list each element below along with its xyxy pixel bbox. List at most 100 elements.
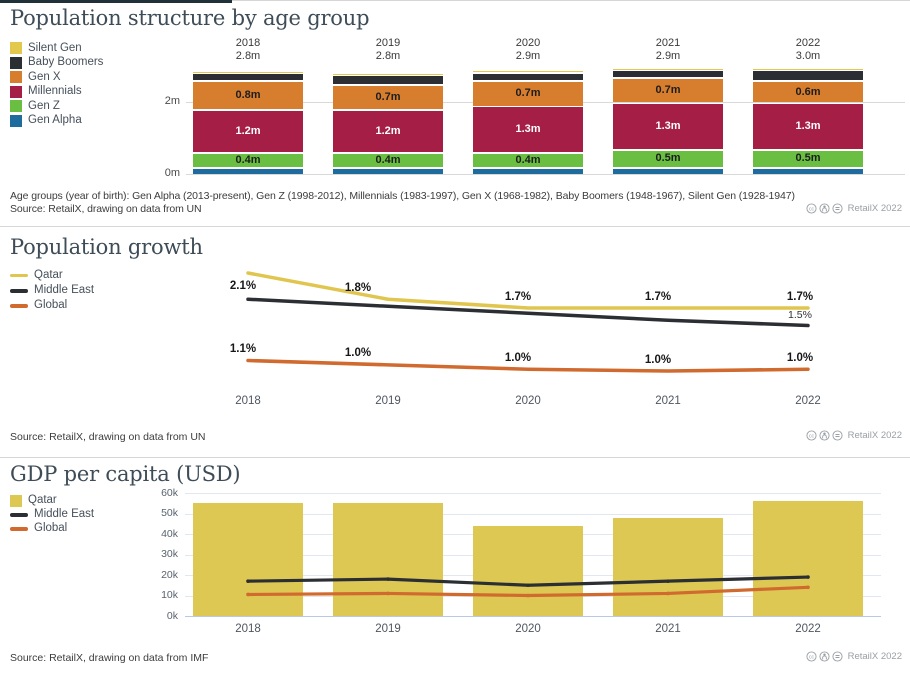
qatar-gdp-bar [613, 517, 723, 616]
legend-swatch [10, 527, 28, 531]
legend-item: Silent Gen [10, 41, 103, 56]
bar-segment-gen-alpha [193, 168, 303, 174]
legend-item-label: Millennials [28, 85, 82, 97]
bar-segment-baby-boomers [613, 71, 723, 77]
bar-segment-gen-alpha [333, 168, 443, 174]
bar-segment-silent-gen [473, 71, 583, 72]
segment-value-label: 0.7m [655, 83, 681, 96]
chart2-year-label: 2022 [795, 395, 821, 407]
bar-segment-baby-boomers [473, 73, 583, 81]
segment-value-label: 0.5m [795, 152, 821, 165]
bar-segment-gen-z: 0.4m [473, 154, 583, 167]
cc-icon: cc [806, 203, 817, 214]
bar-segment-gen-alpha [753, 168, 863, 174]
chart1-title: Population structure by age group [10, 6, 370, 30]
segment-value-label: 1.3m [655, 119, 681, 132]
bar-segment-gen-z: 0.4m [193, 154, 303, 167]
legend-swatch [10, 289, 28, 293]
legend-swatch [10, 273, 28, 278]
bar-segment-millennials: 1.3m [753, 103, 863, 149]
segment-value-label: 1.3m [795, 119, 821, 132]
credit-label: RetailX 2022 [847, 203, 902, 214]
y-tick-label: 0m [164, 167, 180, 179]
chart3-year-label: 2021 [655, 623, 681, 635]
y-gridline [185, 493, 881, 494]
cc-icon: cc [806, 651, 817, 662]
bar-segment-millennials: 1.3m [613, 103, 723, 149]
bar-segment-gen-alpha [613, 168, 723, 174]
legend-item: Gen Alpha [10, 114, 103, 129]
legend-swatch [10, 304, 28, 308]
legend-item-label: Global [34, 522, 68, 535]
bar-segment-silent-gen [613, 68, 723, 70]
legend-item: Middle East [10, 508, 94, 522]
qatar-value-label: 1.7% [786, 290, 814, 303]
qatar-value-label: 1.7% [644, 290, 672, 303]
legend-item-label: Gen Z [28, 99, 60, 112]
section-population-structure: Population structure by age group Silent… [0, 0, 910, 227]
segment-value-label: 0.5m [655, 152, 681, 165]
y-tick-label: 50k [161, 507, 178, 519]
legend-item: Global [10, 298, 94, 313]
chart1-total-label: 2.9m [515, 50, 541, 62]
svg-text:cc: cc [809, 655, 815, 661]
qatar-gdp-bar [473, 525, 583, 616]
legend-item-label: Global [34, 299, 68, 312]
legend-item-label: Qatar [28, 494, 57, 507]
chart1-total-label: 3.0m [795, 50, 821, 62]
chart2-year-label: 2021 [655, 395, 681, 407]
legend-item: Gen Z [10, 99, 103, 114]
no-derivatives-icon [832, 203, 843, 214]
legend-item-label: Silent Gen [28, 41, 82, 54]
legend-item: Baby Boomers [10, 56, 103, 71]
chart2-year-label: 2018 [235, 395, 261, 407]
chart3-title: GDP per capita (USD) [10, 462, 241, 486]
bar-segment-baby-boomers [753, 71, 863, 81]
chart1-year-label: 2022 [795, 37, 821, 49]
chart2-year-label: 2019 [375, 395, 401, 407]
legend-item: Millennials [10, 85, 103, 100]
growth-lines [246, 271, 810, 373]
chart3-year-label: 2020 [515, 623, 541, 635]
chart2-year-label: 2020 [515, 395, 541, 407]
y-gridline [185, 513, 881, 515]
y-gridline [185, 616, 881, 617]
y-tick-label: 20k [161, 568, 178, 581]
bar-segment-gen-x: 0.7m [333, 85, 443, 110]
qatar-gdp-bar [753, 501, 863, 616]
global-value-label: 1.0% [786, 351, 814, 364]
segment-value-label: 0.8m [235, 89, 261, 102]
legend-item-label: Gen X [28, 70, 61, 83]
cc-icon: cc [806, 430, 817, 441]
chart3-source: Source: RetailX, drawing on data from IM… [10, 652, 209, 664]
segment-value-label: 1.2m [235, 125, 261, 138]
qatar-value-label: 2.1% [229, 280, 257, 292]
bar-segment-silent-gen [333, 73, 443, 75]
attribution-icon [819, 203, 830, 214]
global-value-label: 1.0% [344, 347, 372, 360]
section-gdp-per-capita: GDP per capita (USD) Qatar Middle East Glo… [0, 457, 910, 676]
bar-segment-gen-alpha [473, 168, 583, 174]
legend-item: Global [10, 522, 94, 536]
legend-item: Gen X [10, 70, 103, 85]
no-derivatives-icon [832, 651, 843, 662]
legend-item-label: Baby Boomers [28, 56, 104, 68]
legend-swatch [10, 100, 22, 113]
y-tick-label: 40k [161, 527, 178, 540]
svg-text:cc: cc [809, 434, 815, 440]
segment-value-label: 1.2m [375, 125, 401, 138]
legend-swatch [10, 495, 22, 507]
bar-segment-baby-boomers [193, 74, 303, 81]
attribution-icon [819, 651, 830, 662]
legend-item-label: Qatar [34, 268, 63, 281]
y-tick-label: 10k [161, 589, 178, 601]
bar-segment-baby-boomers [333, 76, 443, 84]
chart1-total-label: 2.8m [235, 50, 261, 62]
bar-segment-silent-gen [753, 68, 863, 70]
bar-segment-millennials: 1.2m [193, 111, 303, 153]
qatar-gdp-bar [333, 503, 443, 616]
chart1-total-label: 2.9m [655, 50, 681, 62]
credit-label: RetailX 2022 [847, 430, 902, 441]
chart1-total-label: 2.8m [375, 50, 401, 62]
